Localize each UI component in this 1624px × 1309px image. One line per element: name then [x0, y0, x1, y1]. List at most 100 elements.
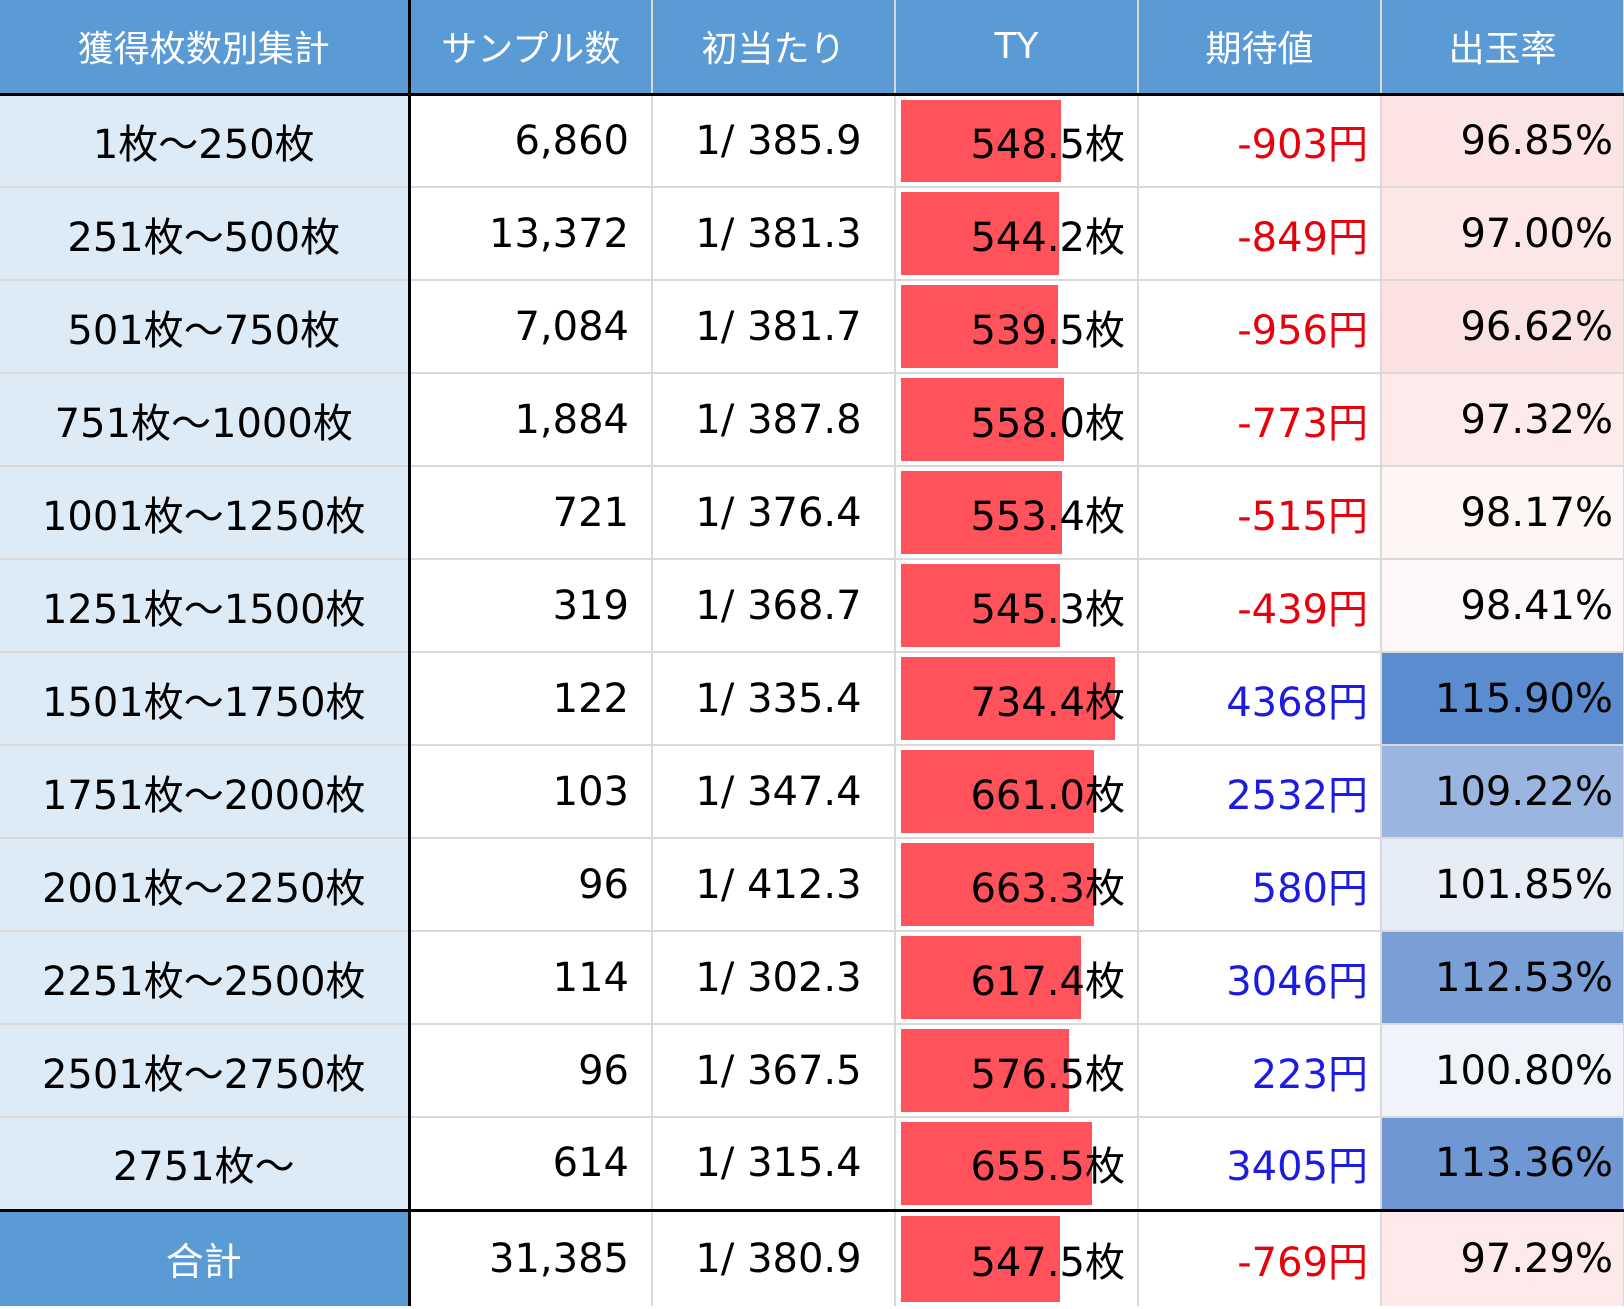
expected-value-cell: 580円: [1138, 838, 1382, 932]
sample-count-cell: 31,385: [409, 1208, 653, 1306]
ty-bar: [901, 843, 1094, 926]
first-hit-cell: 1/ 376.4: [652, 466, 896, 560]
first-hit-cell: 1/ 367.5: [652, 1024, 896, 1118]
payout-rate-cell: 109.22%: [1381, 745, 1624, 839]
payout-rate-cell: 113.36%: [1381, 1117, 1624, 1211]
table-row: 1751枚～2000枚 103 1/ 347.4 661.0枚 2532円 109.22%: [0, 745, 1624, 839]
total-row: 合計 31,385 1/ 380.9 547.5枚 -769円 97.29%: [0, 1208, 1624, 1306]
ty-value: 663.3枚: [970, 865, 1125, 912]
range-cell: 1001枚～1250枚: [0, 466, 411, 560]
range-cell: 1251枚～1500枚: [0, 559, 411, 653]
ty-value: 734.4枚: [970, 679, 1125, 726]
ty-cell: 545.3枚: [895, 559, 1139, 653]
ty-cell: 548.5枚: [895, 94, 1139, 188]
expected-value-cell: 4368円: [1138, 652, 1382, 746]
expected-value-cell: -849円: [1138, 187, 1382, 281]
first-hit-cell: 1/ 381.7: [652, 280, 896, 374]
expected-value-cell: -769円: [1138, 1208, 1382, 1306]
table-row: 1枚～250枚 6,860 1/ 385.9 548.5枚 -903円 96.85%: [0, 94, 1624, 188]
ty-bar: [901, 192, 1059, 275]
ty-value: 655.5枚: [970, 1144, 1125, 1191]
payout-rate-cell: 112.53%: [1381, 931, 1624, 1025]
range-cell: 2251枚～2500枚: [0, 931, 411, 1025]
ty-cell: 553.4枚: [895, 466, 1139, 560]
ty-value: 547.5枚: [970, 1239, 1125, 1286]
expected-value-cell: -956円: [1138, 280, 1382, 374]
ty-bar: [901, 99, 1061, 182]
table-row: 2001枚～2250枚 96 1/ 412.3 663.3枚 580円 101.85%: [0, 838, 1624, 932]
ty-cell: 547.5枚: [895, 1208, 1139, 1306]
header-row: 獲得枚数別集計 サンプル数 初当たり TY 期待値 出玉率: [0, 0, 1624, 96]
header-ty: TY: [895, 0, 1139, 96]
ty-value: 539.5枚: [970, 307, 1125, 354]
table-row: 501枚～750枚 7,084 1/ 381.7 539.5枚 -956円 96.62%: [0, 280, 1624, 374]
ty-cell: 617.4枚: [895, 931, 1139, 1025]
first-hit-cell: 1/ 381.3: [652, 187, 896, 281]
first-hit-cell: 1/ 387.8: [652, 373, 896, 467]
expected-value-cell: 3046円: [1138, 931, 1382, 1025]
payout-rate-cell: 97.00%: [1381, 187, 1624, 281]
first-hit-cell: 1/ 347.4: [652, 745, 896, 839]
payout-rate-cell: 96.85%: [1381, 94, 1624, 188]
ty-bar: [901, 285, 1058, 368]
header-range: 獲得枚数別集計: [0, 0, 411, 96]
ty-cell: 539.5枚: [895, 280, 1139, 374]
table-row: 751枚～1000枚 1,884 1/ 387.8 558.0枚 -773円 97.32%: [0, 373, 1624, 467]
payout-rate-cell: 101.85%: [1381, 838, 1624, 932]
range-cell: 251枚～500枚: [0, 187, 411, 281]
payout-rate-cell: 115.90%: [1381, 652, 1624, 746]
ty-cell: 544.2枚: [895, 187, 1139, 281]
range-cell: 501枚～750枚: [0, 280, 411, 374]
payout-rate-cell: 96.62%: [1381, 280, 1624, 374]
sample-count-cell: 103: [409, 745, 653, 839]
ty-bar: [901, 564, 1060, 647]
sample-count-cell: 319: [409, 559, 653, 653]
ty-bar: [901, 657, 1115, 740]
ty-value: 545.3枚: [970, 586, 1125, 633]
range-cell: 1501枚～1750枚: [0, 652, 411, 746]
payout-rate-cell: 100.80%: [1381, 1024, 1624, 1118]
ty-bar: [901, 750, 1094, 833]
sample-count-cell: 96: [409, 1024, 653, 1118]
sample-count-cell: 614: [409, 1117, 653, 1211]
range-cell: 2751枚～: [0, 1117, 411, 1211]
header-first-hit: 初当たり: [652, 0, 896, 96]
table-row: 251枚～500枚 13,372 1/ 381.3 544.2枚 -849円 97.00%: [0, 187, 1624, 281]
sample-count-cell: 114: [409, 931, 653, 1025]
sample-count-cell: 122: [409, 652, 653, 746]
range-cell: 2001枚～2250枚: [0, 838, 411, 932]
expected-value-cell: 223円: [1138, 1024, 1382, 1118]
expected-value-cell: 3405円: [1138, 1117, 1382, 1211]
first-hit-cell: 1/ 368.7: [652, 559, 896, 653]
expected-value-cell: -773円: [1138, 373, 1382, 467]
first-hit-cell: 1/ 385.9: [652, 94, 896, 188]
range-cell: 2501枚～2750枚: [0, 1024, 411, 1118]
table-row: 2501枚～2750枚 96 1/ 367.5 576.5枚 223円 100.80%: [0, 1024, 1624, 1118]
expected-value-cell: -903円: [1138, 94, 1382, 188]
table-row: 2251枚～2500枚 114 1/ 302.3 617.4枚 3046円 112.53%: [0, 931, 1624, 1025]
ty-value: 661.0枚: [970, 772, 1125, 819]
header-samples: サンプル数: [409, 0, 653, 96]
expected-value-cell: -515円: [1138, 466, 1382, 560]
table-row: 1501枚～1750枚 122 1/ 335.4 734.4枚 4368円 115.90%: [0, 652, 1624, 746]
first-hit-cell: 1/ 302.3: [652, 931, 896, 1025]
sample-count-cell: 1,884: [409, 373, 653, 467]
ty-value: 553.4枚: [970, 493, 1125, 540]
table-row: 1251枚～1500枚 319 1/ 368.7 545.3枚 -439円 98.41%: [0, 559, 1624, 653]
payout-rate-cell: 97.29%: [1381, 1208, 1624, 1306]
ty-cell: 661.0枚: [895, 745, 1139, 839]
ty-value: 576.5枚: [970, 1051, 1125, 1098]
table-row: 1001枚～1250枚 721 1/ 376.4 553.4枚 -515円 98.17%: [0, 466, 1624, 560]
expected-value-cell: -439円: [1138, 559, 1382, 653]
expected-value-cell: 2532円: [1138, 745, 1382, 839]
sample-count-cell: 7,084: [409, 280, 653, 374]
ty-value: 558.0枚: [970, 400, 1125, 447]
ty-bar: [901, 936, 1081, 1019]
sample-count-cell: 13,372: [409, 187, 653, 281]
first-hit-cell: 1/ 315.4: [652, 1117, 896, 1211]
range-cell: 751枚～1000枚: [0, 373, 411, 467]
ty-cell: 734.4枚: [895, 652, 1139, 746]
payout-rate-cell: 98.41%: [1381, 559, 1624, 653]
sample-count-cell: 721: [409, 466, 653, 560]
